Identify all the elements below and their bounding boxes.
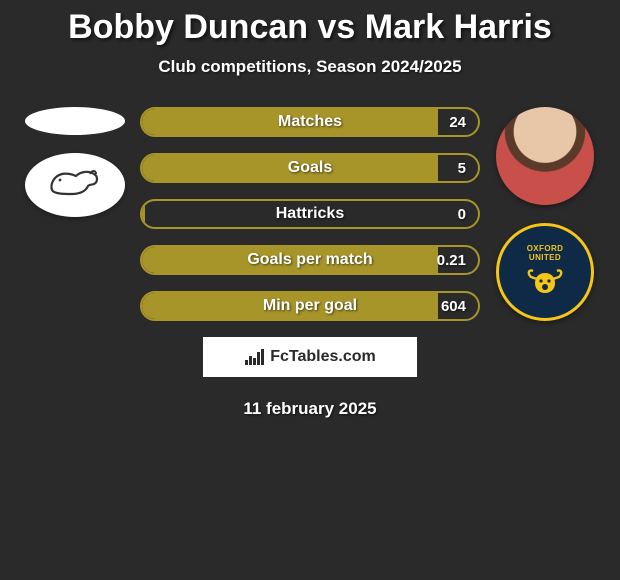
comparison-card: Bobby Duncan vs Mark Harris Club competi… bbox=[0, 0, 620, 419]
stat-label: Min per goal bbox=[142, 293, 478, 319]
stat-bar-matches: Matches 24 bbox=[140, 107, 480, 137]
stat-value: 604 bbox=[441, 293, 466, 319]
stat-value: 0 bbox=[458, 201, 466, 227]
stat-label: Goals per match bbox=[142, 247, 478, 273]
stat-label: Goals bbox=[142, 155, 478, 181]
bars-icon bbox=[244, 348, 266, 366]
player-photo bbox=[496, 107, 594, 205]
main-row: Matches 24 Goals 5 Hattricks 0 Goals per… bbox=[0, 107, 620, 321]
stat-value: 24 bbox=[449, 109, 466, 135]
club-badge-derby bbox=[25, 153, 125, 217]
oxford-text-bottom: UNITED bbox=[529, 254, 561, 263]
date-text: 11 february 2025 bbox=[0, 399, 620, 419]
left-column bbox=[20, 107, 130, 217]
stats-column: Matches 24 Goals 5 Hattricks 0 Goals per… bbox=[140, 107, 480, 321]
page-title: Bobby Duncan vs Mark Harris bbox=[0, 8, 620, 47]
stat-bar-goals: Goals 5 bbox=[140, 153, 480, 183]
stat-bar-gpm: Goals per match 0.21 bbox=[140, 245, 480, 275]
ox-icon bbox=[523, 265, 567, 299]
stat-label: Hattricks bbox=[142, 201, 478, 227]
stat-value: 0.21 bbox=[437, 247, 466, 273]
player-photo-placeholder bbox=[25, 107, 125, 135]
site-logo: FcTables.com bbox=[203, 337, 417, 377]
stat-bar-hattricks: Hattricks 0 bbox=[140, 199, 480, 229]
stat-value: 5 bbox=[458, 155, 466, 181]
subtitle: Club competitions, Season 2024/2025 bbox=[0, 57, 620, 77]
right-column: OXFORD UNITED bbox=[490, 107, 600, 321]
site-logo-text: FcTables.com bbox=[270, 348, 376, 366]
club-badge-oxford: OXFORD UNITED bbox=[496, 223, 594, 321]
ram-icon bbox=[46, 164, 104, 207]
stat-bar-mpg: Min per goal 604 bbox=[140, 291, 480, 321]
stat-label: Matches bbox=[142, 109, 478, 135]
